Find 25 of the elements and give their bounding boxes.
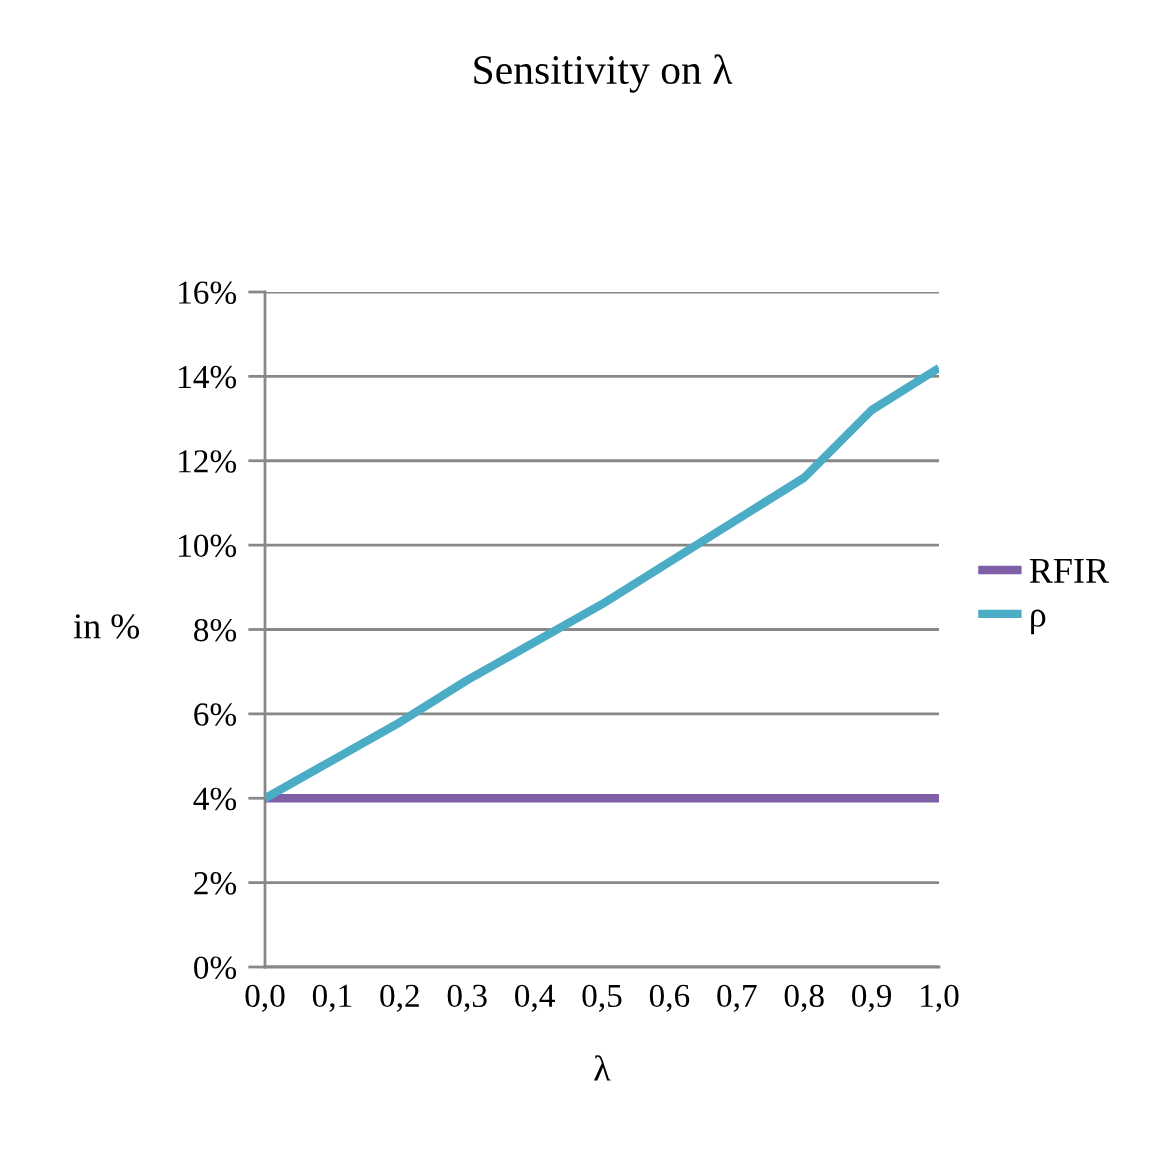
x-tick-label: 0,1 xyxy=(312,984,352,1012)
x-tick-label: 0,7 xyxy=(717,984,757,1012)
x-tick-label: 0,6 xyxy=(649,984,690,1012)
x-tick-label: 0,8 xyxy=(784,984,824,1012)
chart-title: Sensitivity on λ xyxy=(474,54,733,93)
y-axis-title: in % xyxy=(73,614,140,639)
y-tick-label: 6% xyxy=(194,703,237,726)
y-tick-label: 12% xyxy=(179,450,237,473)
x-axis-title: λ xyxy=(594,1055,611,1081)
x-tick-label: 0,5 xyxy=(582,984,622,1012)
legend-label: ρ xyxy=(1031,609,1046,635)
x-tick-label: 0,2 xyxy=(380,984,419,1012)
x-tick-label: 0,0 xyxy=(245,984,285,1012)
x-tick-label: 0,3 xyxy=(447,984,487,1012)
y-tick-label: 10% xyxy=(179,534,237,558)
x-tick-label: 0,9 xyxy=(852,984,892,1012)
y-tick-label: 4% xyxy=(193,787,237,811)
x-tick-label: 1,0 xyxy=(921,984,959,1012)
y-tick-label: 14% xyxy=(179,365,237,389)
x-tick-label: 0,4 xyxy=(515,984,555,1012)
y-tick-label: 16% xyxy=(179,281,237,304)
y-tick-label: 8% xyxy=(194,618,237,642)
legend-label: RFIR xyxy=(1029,559,1110,583)
y-tick-label: 0% xyxy=(194,956,237,979)
y-tick-label: 2% xyxy=(194,872,237,895)
